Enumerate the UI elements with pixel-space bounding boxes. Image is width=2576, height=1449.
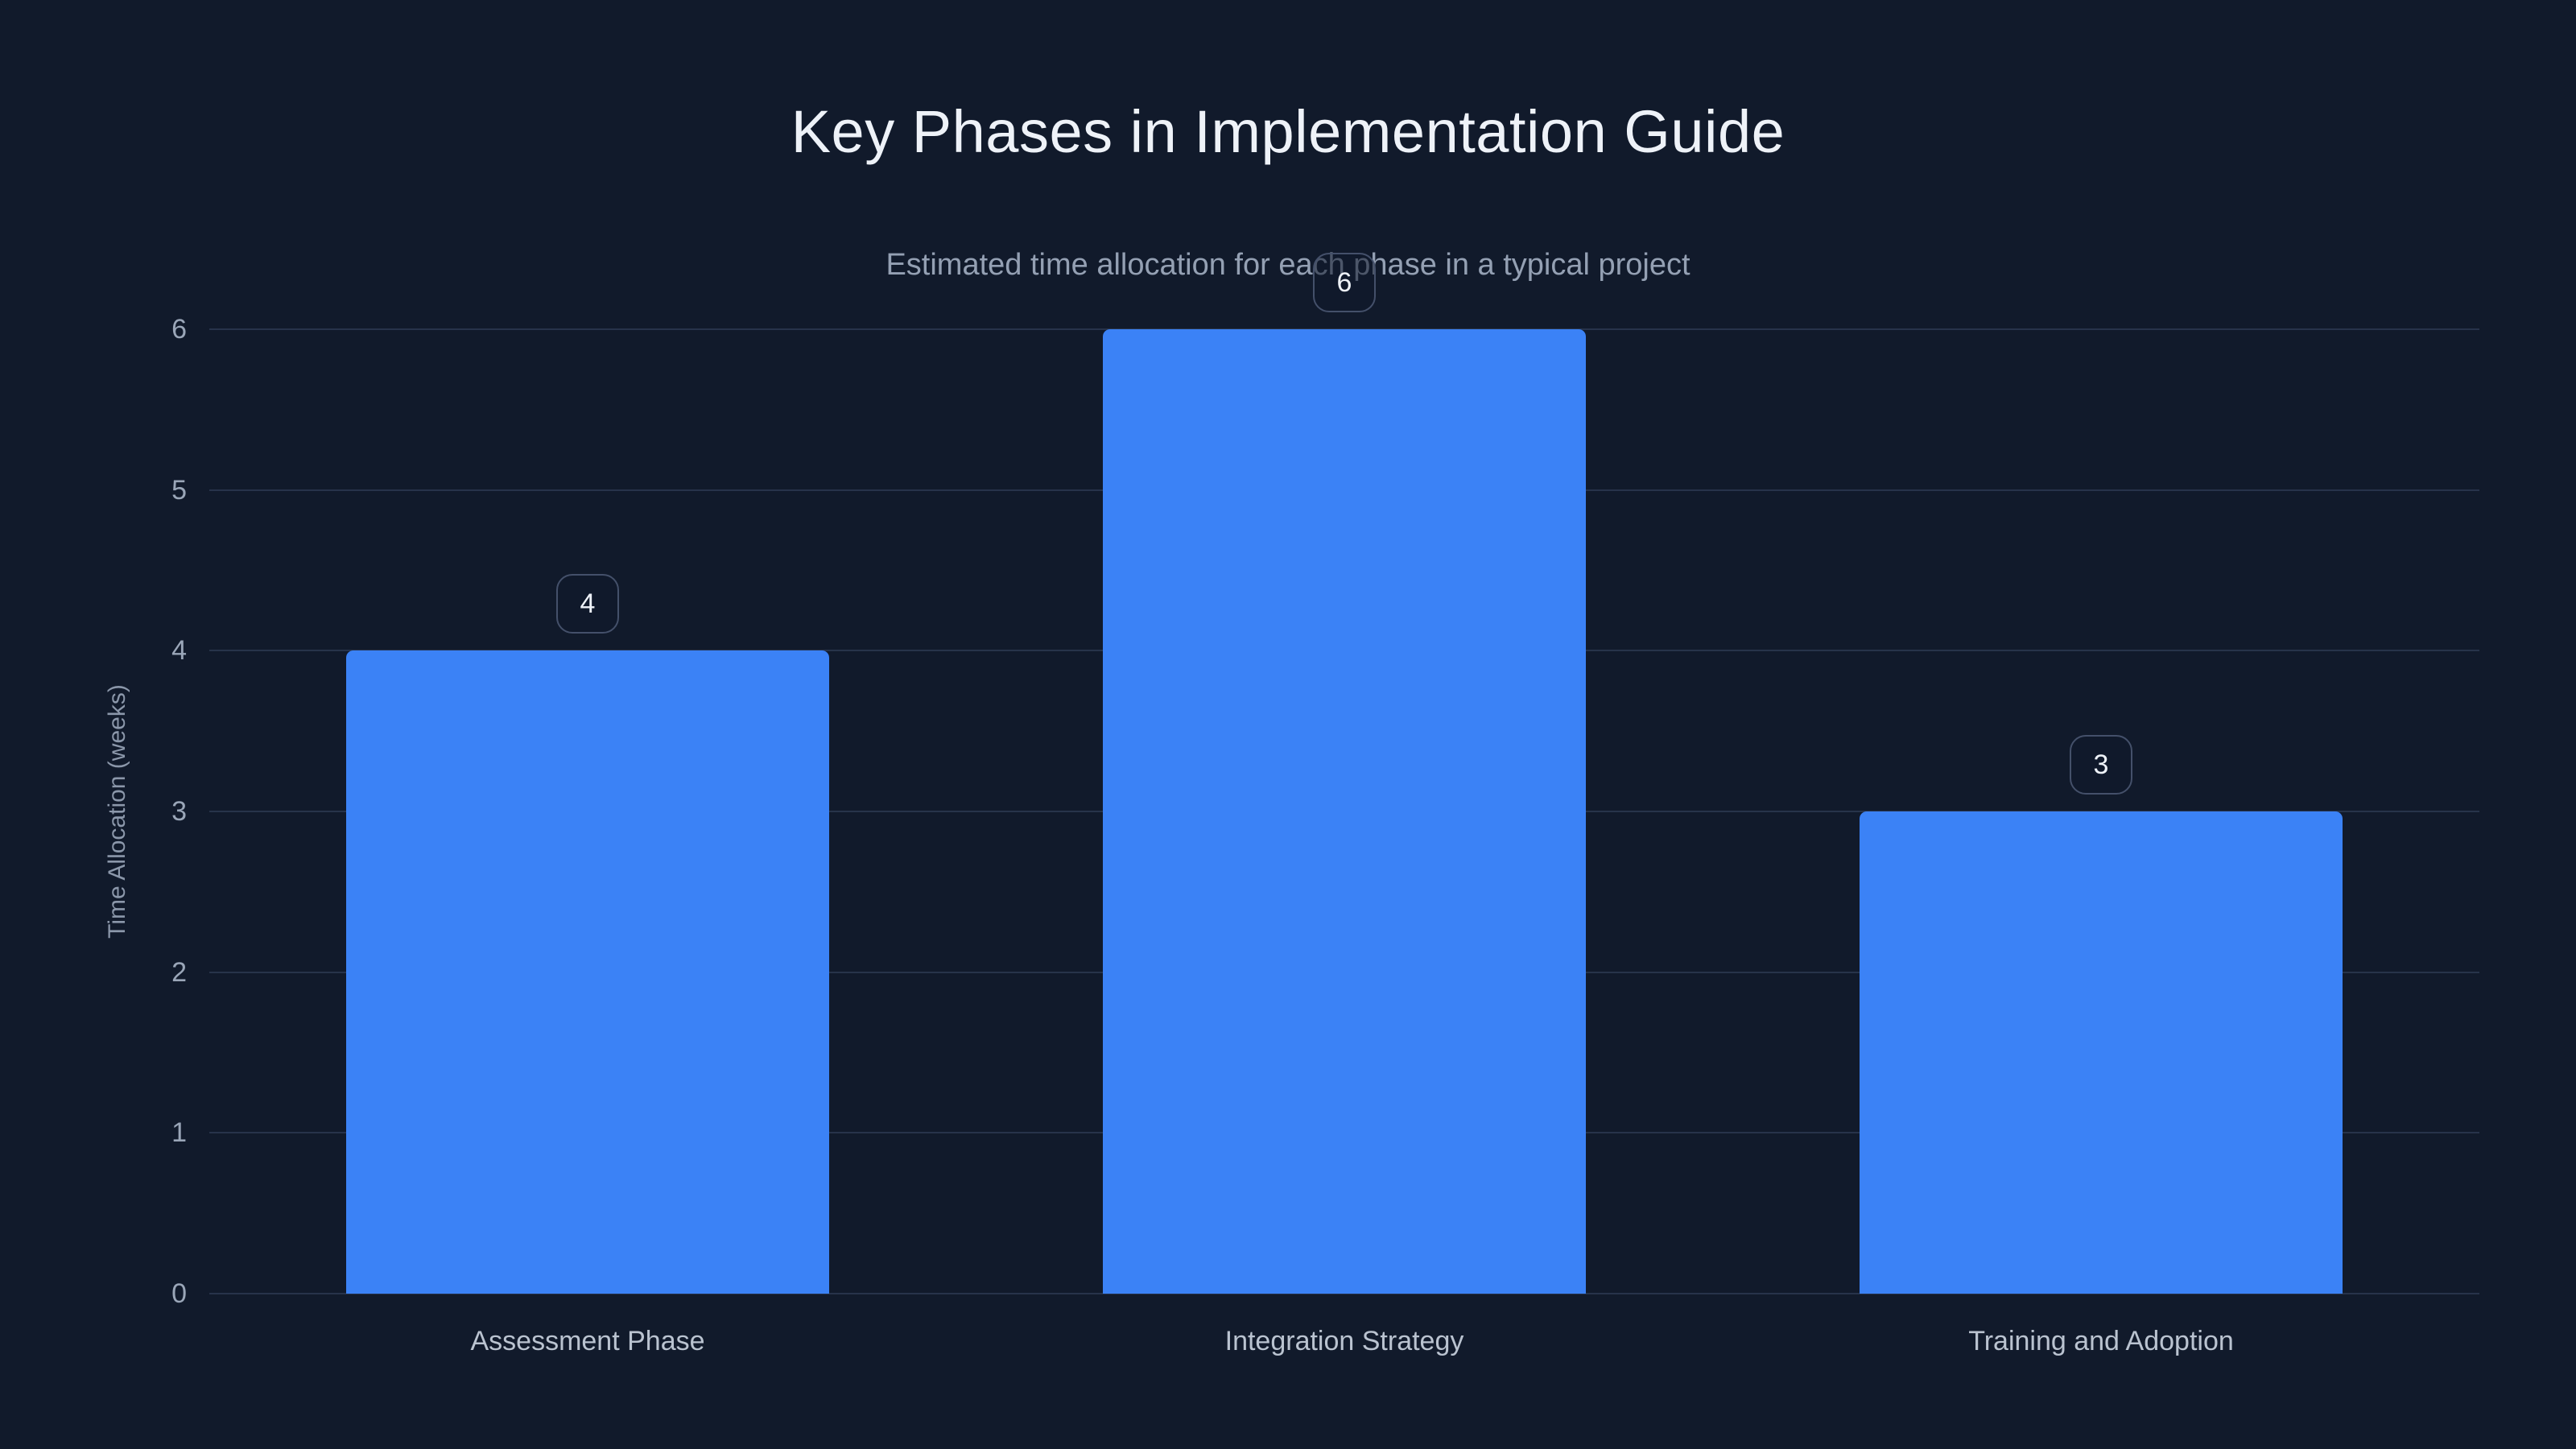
y-axis-tick-0: 0 bbox=[171, 1278, 187, 1309]
y-axis-tick-2: 2 bbox=[171, 956, 187, 988]
x-axis-label-assessment-phase: Assessment Phase bbox=[470, 1326, 705, 1356]
y-axis-tick-4: 4 bbox=[171, 635, 187, 667]
y-axis-tick-3: 3 bbox=[171, 796, 187, 827]
value-badge-integration-strategy: 6 bbox=[1313, 253, 1376, 312]
bar-training-and-adoption bbox=[1860, 811, 2343, 1294]
bar-integration-strategy bbox=[1103, 329, 1586, 1294]
bar-assessment-phase bbox=[346, 650, 829, 1294]
chart-subtitle: Estimated time allocation for each phase… bbox=[886, 248, 1690, 282]
x-axis-label-integration-strategy: Integration Strategy bbox=[1224, 1326, 1464, 1356]
value-badge-assessment-phase: 4 bbox=[556, 574, 619, 634]
chart-title: Key Phases in Implementation Guide bbox=[791, 98, 1785, 165]
y-axis-tick-6: 6 bbox=[171, 314, 187, 345]
gridline-y-0 bbox=[209, 1293, 2479, 1294]
y-axis-tick-1: 1 bbox=[171, 1117, 187, 1149]
x-axis-label-training-and-adoption: Training and Adoption bbox=[1968, 1326, 2234, 1356]
value-badge-training-and-adoption: 3 bbox=[2070, 735, 2132, 795]
y-axis-tick-5: 5 bbox=[171, 474, 187, 506]
